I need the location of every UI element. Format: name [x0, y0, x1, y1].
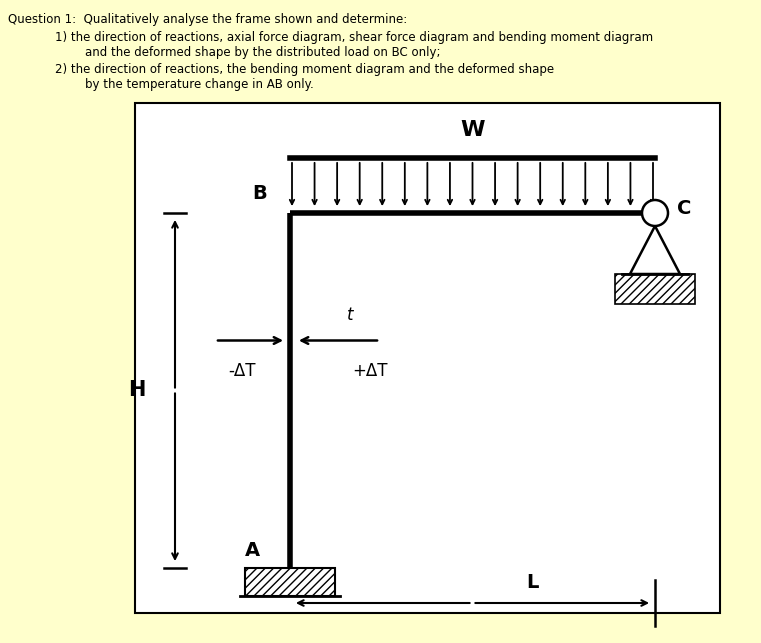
- Text: A: A: [244, 541, 260, 560]
- Bar: [245, 568, 335, 596]
- Text: 2) the direction of reactions, the bending moment diagram and the deformed shape: 2) the direction of reactions, the bendi…: [55, 63, 554, 76]
- Text: B: B: [253, 184, 267, 203]
- Text: +ΔT: +ΔT: [352, 361, 388, 379]
- Text: L: L: [527, 574, 539, 592]
- Text: and the deformed shape by the distributed load on BC only;: and the deformed shape by the distribute…: [55, 46, 441, 59]
- Text: t: t: [347, 307, 353, 325]
- Bar: [135, 103, 720, 613]
- Text: -ΔT: -ΔT: [228, 361, 256, 379]
- Text: H: H: [129, 381, 145, 401]
- Bar: [615, 274, 695, 304]
- Circle shape: [642, 200, 668, 226]
- Text: C: C: [677, 199, 692, 217]
- Text: 1) the direction of reactions, axial force diagram, shear force diagram and bend: 1) the direction of reactions, axial for…: [55, 31, 653, 44]
- Text: Question 1:  Qualitatively analyse the frame shown and determine:: Question 1: Qualitatively analyse the fr…: [8, 13, 407, 26]
- Text: W: W: [460, 120, 485, 140]
- Polygon shape: [630, 226, 680, 274]
- Text: by the temperature change in AB only.: by the temperature change in AB only.: [55, 78, 314, 91]
